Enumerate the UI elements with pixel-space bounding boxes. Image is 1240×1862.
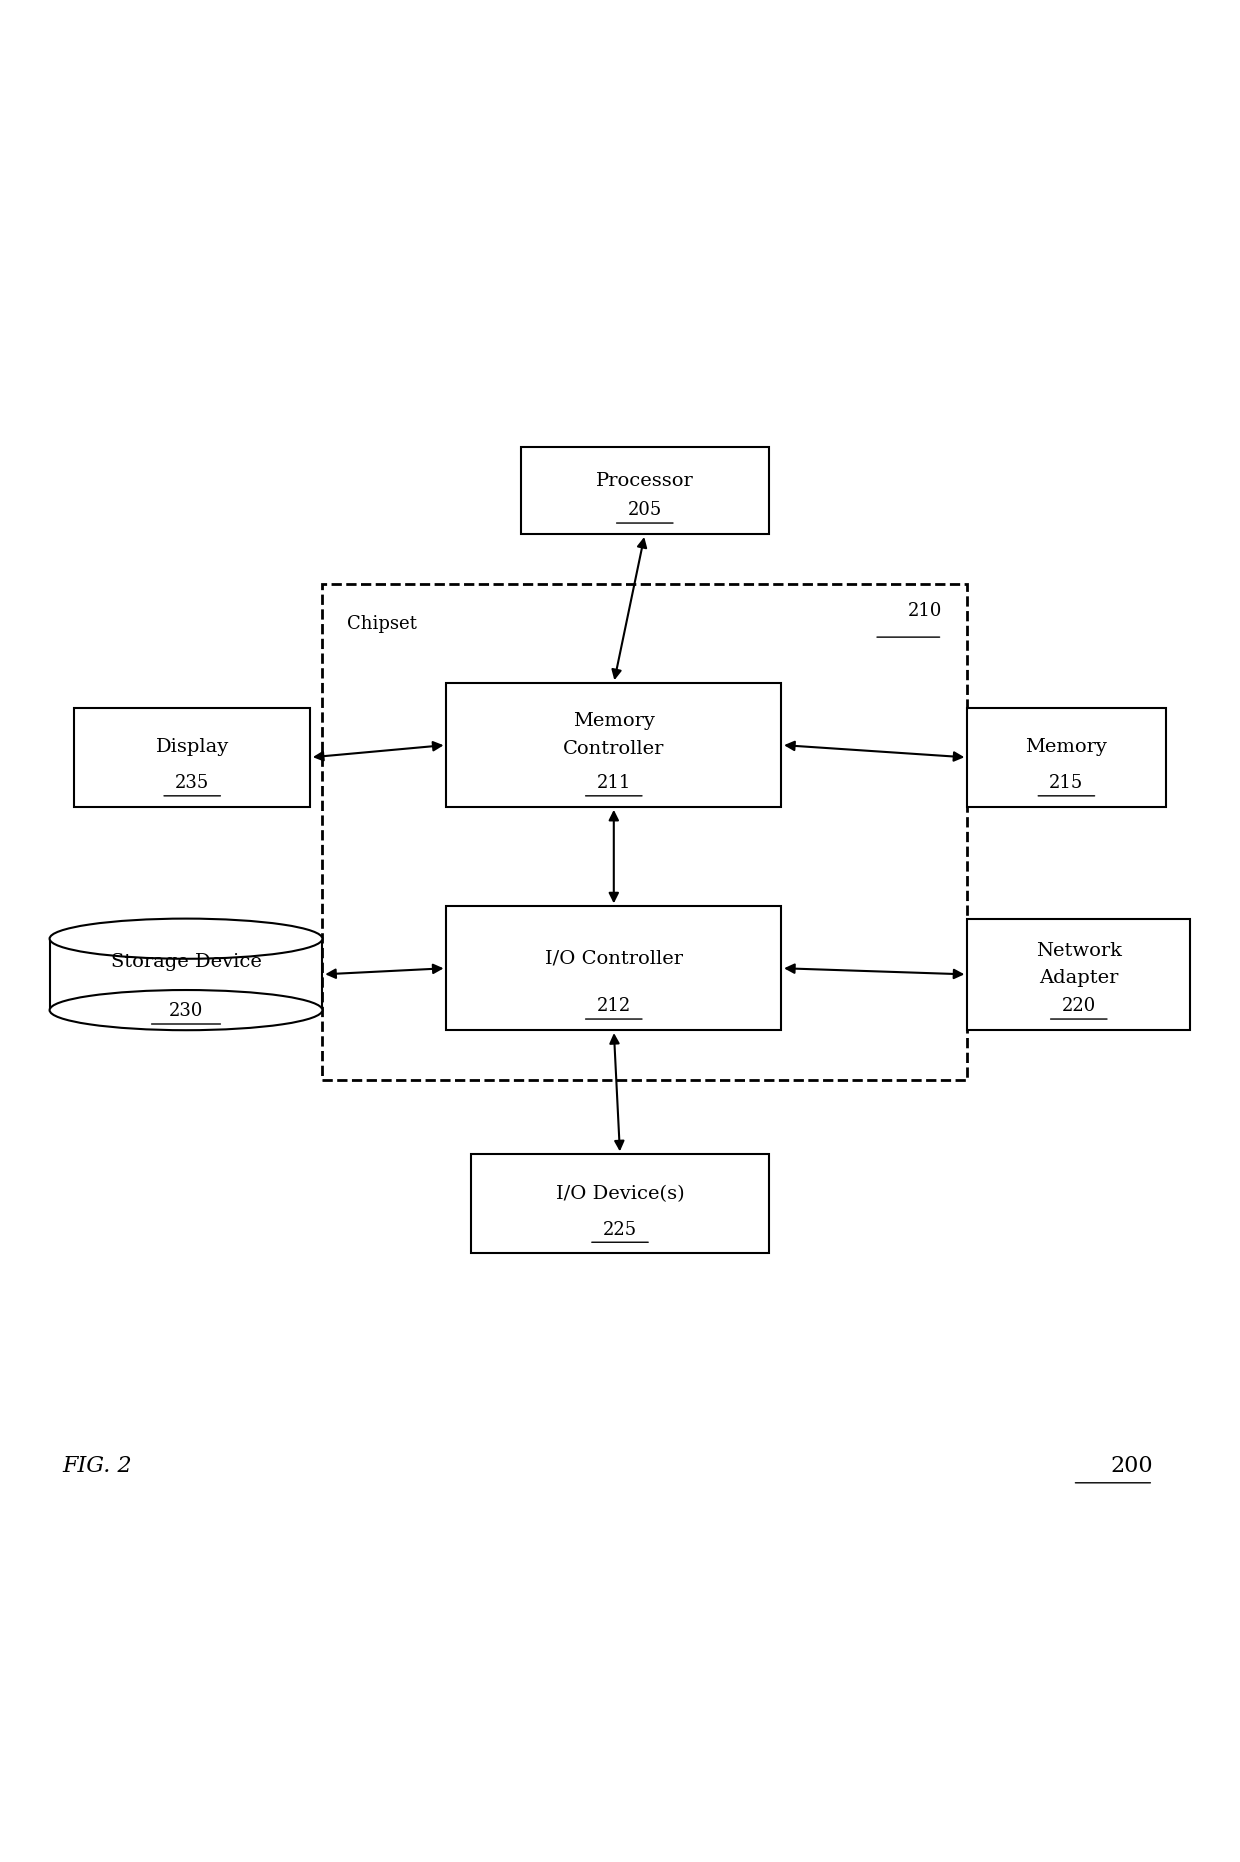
Text: 230: 230: [169, 1002, 203, 1020]
Text: Memory: Memory: [573, 713, 655, 730]
Text: 210: 210: [908, 603, 942, 620]
Text: I/O Controller: I/O Controller: [544, 950, 683, 966]
Text: 212: 212: [596, 998, 631, 1015]
Text: 235: 235: [175, 775, 210, 791]
Text: 215: 215: [1049, 775, 1084, 791]
Text: Adapter: Adapter: [1039, 968, 1118, 987]
Polygon shape: [50, 938, 322, 1009]
Text: 211: 211: [596, 775, 631, 791]
FancyBboxPatch shape: [322, 585, 967, 1080]
Text: Display: Display: [155, 739, 229, 756]
Ellipse shape: [50, 918, 322, 959]
Text: 205: 205: [627, 501, 662, 519]
Text: I/O Device(s): I/O Device(s): [556, 1184, 684, 1203]
Text: Network: Network: [1035, 942, 1122, 959]
Text: 220: 220: [1061, 998, 1096, 1015]
Text: 200: 200: [1111, 1454, 1153, 1477]
FancyBboxPatch shape: [446, 683, 781, 806]
FancyBboxPatch shape: [967, 918, 1190, 1030]
FancyBboxPatch shape: [446, 907, 781, 1030]
Text: 225: 225: [603, 1220, 637, 1238]
Text: FIG. 2: FIG. 2: [62, 1454, 131, 1477]
FancyBboxPatch shape: [471, 1154, 769, 1253]
FancyBboxPatch shape: [521, 447, 769, 534]
Text: Memory: Memory: [1025, 739, 1107, 756]
Text: Storage Device: Storage Device: [110, 953, 262, 970]
Text: Controller: Controller: [563, 739, 665, 758]
FancyBboxPatch shape: [967, 708, 1166, 806]
Text: Processor: Processor: [596, 471, 693, 490]
Text: Chipset: Chipset: [347, 614, 417, 633]
Ellipse shape: [50, 991, 322, 1030]
FancyBboxPatch shape: [74, 708, 310, 806]
